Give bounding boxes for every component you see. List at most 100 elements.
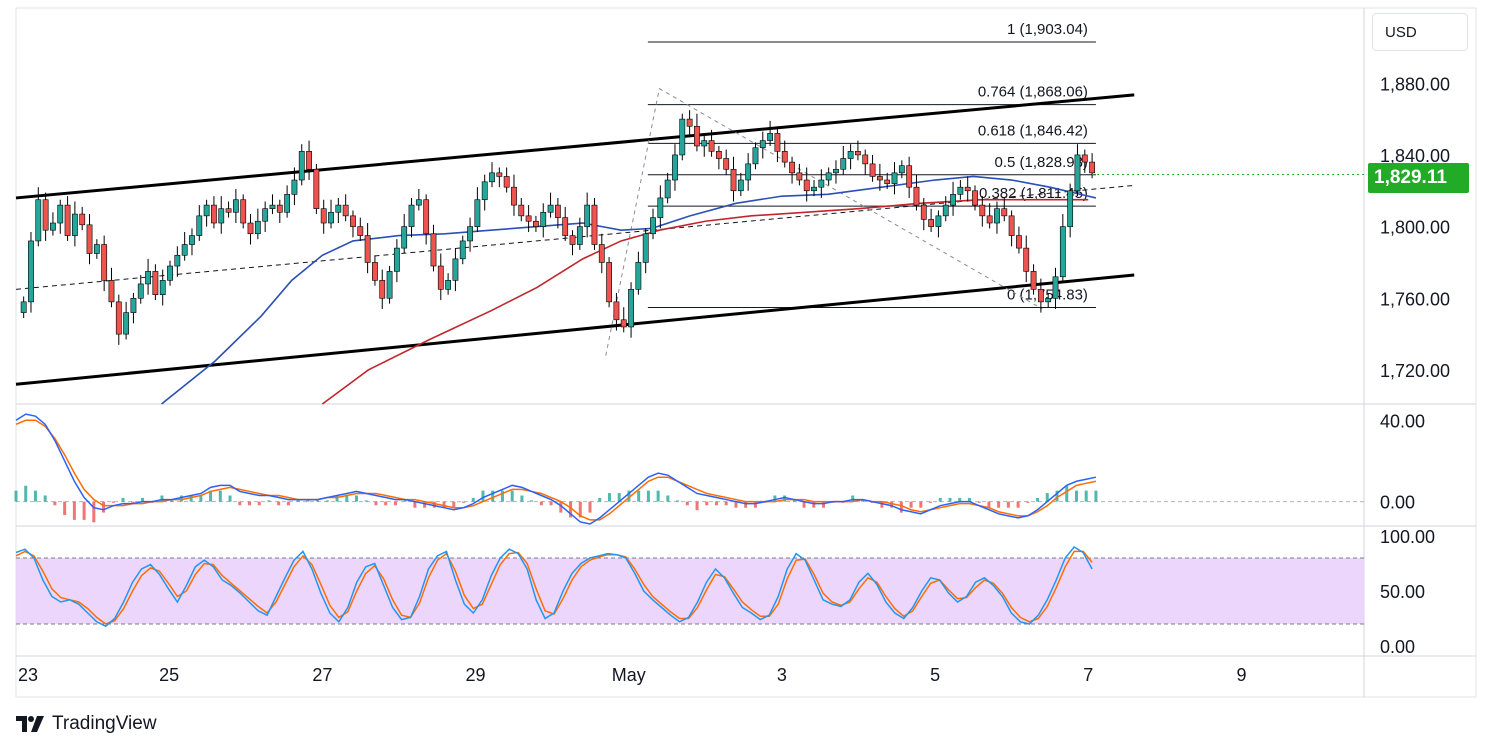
macd-tick-label: 0.00 xyxy=(1380,493,1415,513)
candle-body xyxy=(884,179,891,184)
macd-histogram-bar xyxy=(286,501,290,506)
candle-body xyxy=(628,289,634,328)
candle-body xyxy=(269,204,276,209)
currency-label: USD xyxy=(1385,24,1417,41)
macd-histogram-bar xyxy=(578,501,582,518)
candle-body xyxy=(781,151,788,163)
macd-histogram-bar xyxy=(948,497,952,502)
macd-histogram-bar xyxy=(744,501,748,508)
price-tick-label: 1,800.00 xyxy=(1380,218,1450,238)
candle-body xyxy=(232,199,239,213)
macd-histogram-bar xyxy=(92,501,96,523)
macd-histogram-bar xyxy=(705,501,709,506)
candle-body xyxy=(20,301,27,313)
candle-body xyxy=(1045,297,1052,303)
candle-body xyxy=(606,262,613,303)
macd-histogram-bar xyxy=(773,495,777,502)
macd-histogram-bar xyxy=(880,501,884,508)
macd-histogram-bar xyxy=(685,501,689,506)
macd-histogram-bar xyxy=(413,501,417,508)
brand-logo[interactable]: TradingView xyxy=(16,711,157,737)
macd-histogram-bar xyxy=(481,490,485,502)
macd-histogram-bar xyxy=(1045,493,1049,502)
macd-histogram-bar xyxy=(131,501,135,503)
macd-histogram-bar xyxy=(24,485,28,502)
candle-body xyxy=(745,163,752,181)
candle-body xyxy=(855,151,861,156)
candle-body xyxy=(291,179,298,195)
macd-histogram-bar xyxy=(899,501,903,513)
candle-body xyxy=(64,204,71,236)
candle-body xyxy=(86,224,93,254)
macd-histogram-bar xyxy=(890,501,894,508)
candle-body xyxy=(833,168,839,174)
stochastic-pane[interactable]: 100.00 50.00 0.00 xyxy=(15,527,1435,657)
candle-body xyxy=(920,204,927,220)
currency-selector[interactable]: USD xyxy=(1372,13,1468,51)
candle-body xyxy=(694,125,700,147)
candle-body xyxy=(796,172,803,181)
macd-histogram-bar xyxy=(617,493,621,502)
macd-histogram-bar xyxy=(160,495,164,502)
candle-body xyxy=(467,226,473,242)
macd-histogram-bar xyxy=(549,501,553,506)
candle-body xyxy=(254,220,261,235)
macd-histogram-bar xyxy=(753,501,757,508)
candle-body xyxy=(189,235,195,245)
macd-histogram-bar xyxy=(247,501,251,506)
candle-body xyxy=(328,211,334,224)
candle-body xyxy=(225,208,232,213)
candle-body xyxy=(664,179,671,199)
candle-body xyxy=(203,204,210,217)
macd-histogram-bar xyxy=(33,490,37,502)
macd-histogram-bar xyxy=(1016,501,1020,508)
candle-body xyxy=(93,244,100,254)
candle-body xyxy=(28,240,34,303)
candle-body xyxy=(415,199,422,206)
macd-histogram-bar xyxy=(1074,490,1078,502)
candle-body xyxy=(547,204,554,213)
macd-histogram-bar xyxy=(929,501,933,503)
candle-body xyxy=(767,133,774,141)
macd-histogram-bar xyxy=(140,497,144,502)
candle-body xyxy=(503,176,510,188)
candle-body xyxy=(818,179,825,188)
candle-body xyxy=(108,280,115,303)
macd-histogram-bar xyxy=(121,497,125,502)
time-axis[interactable]: 23 25 27 29 May 3 5 7 9 xyxy=(18,665,1246,685)
macd-histogram-bar xyxy=(695,501,699,511)
candle-body xyxy=(972,190,978,206)
candle-body xyxy=(679,118,686,156)
candle-body xyxy=(408,204,415,227)
time-tick-label: May xyxy=(612,665,646,685)
candle-body xyxy=(167,265,173,281)
macd-histogram-bar xyxy=(267,500,271,502)
macd-histogram-bar xyxy=(257,501,261,506)
macd-pane[interactable]: 40.00 0.00 xyxy=(14,411,1426,525)
candle-body xyxy=(481,181,488,201)
moving-average-fast xyxy=(161,175,1097,405)
channel-lower-line xyxy=(15,273,1135,386)
candle-body xyxy=(598,244,605,263)
macd-histogram-bar xyxy=(63,501,67,516)
candle-body xyxy=(672,154,678,181)
candle-body xyxy=(57,204,64,224)
macd-histogram-bar xyxy=(432,501,436,508)
channel-upper-line xyxy=(15,93,1135,200)
candle-body xyxy=(942,204,949,217)
candle-body xyxy=(79,213,86,226)
candle-body xyxy=(320,208,327,224)
fib-level-label: 0.764 (1,868.06) xyxy=(978,84,1088,101)
macd-histogram-bar xyxy=(646,490,650,502)
candle-body xyxy=(218,208,225,224)
candle-body xyxy=(1052,276,1059,299)
time-tick-label: 3 xyxy=(777,665,787,685)
candle-body xyxy=(145,271,151,285)
macd-histogram-bar xyxy=(82,501,86,520)
price-pane[interactable]: 1,880.00 1,840.00 1,800.00 1,760.00 1,720.00… xyxy=(15,21,1450,405)
candle-body xyxy=(964,186,971,192)
candle-body xyxy=(759,140,766,149)
macd-histogram-bar xyxy=(179,495,183,502)
